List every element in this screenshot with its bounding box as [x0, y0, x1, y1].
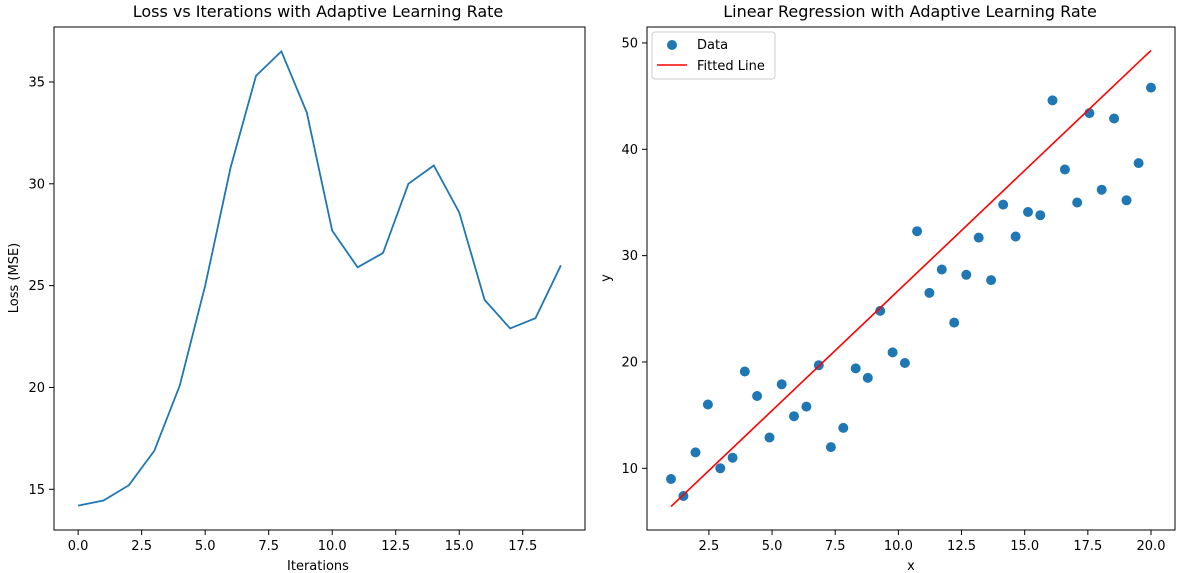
loss-ytick-label: 15	[28, 483, 45, 498]
data-point	[739, 366, 750, 377]
legend-data-label: Data	[697, 38, 728, 53]
data-point	[1059, 164, 1070, 175]
data-point	[1133, 158, 1144, 169]
legend-data-marker	[667, 40, 677, 50]
data-point	[715, 463, 726, 474]
loss-xtick-label: 15.0	[445, 539, 474, 554]
data-point	[862, 372, 873, 383]
data-point	[998, 199, 1009, 210]
data-point	[875, 305, 886, 316]
data-point	[702, 399, 713, 410]
regression-chart: Linear Regression with Adaptive Learning…	[599, 2, 1176, 573]
data-point	[666, 474, 676, 484]
regression-xtick-label: 2.5	[699, 539, 720, 554]
regression-xtick-label: 12.5	[947, 539, 976, 554]
data-point	[936, 264, 947, 275]
loss-chart: Loss vs Iterations with Adaptive Learnin…	[7, 2, 586, 573]
data-point	[801, 401, 812, 412]
loss-xtick-label: 5.0	[195, 539, 216, 554]
data-point	[899, 358, 910, 368]
regression-chart-frame	[646, 26, 1176, 531]
regression-ytick-label: 30	[621, 249, 638, 264]
regression-xtick-label: 5.0	[762, 539, 783, 554]
data-point	[764, 432, 775, 443]
loss-xtick-label: 2.5	[131, 539, 152, 554]
data-point	[789, 411, 799, 422]
data-point	[1121, 195, 1132, 206]
legend-box	[651, 31, 776, 80]
loss-xtick-label: 10.0	[318, 539, 347, 554]
data-point	[825, 442, 836, 453]
data-point	[838, 422, 849, 433]
data-point	[961, 269, 972, 280]
data-point	[1109, 113, 1120, 124]
regression-chart-xlabel: x	[907, 559, 915, 573]
data-point	[973, 232, 984, 243]
data-point	[1096, 184, 1107, 195]
regression-xtick-label: 20.0	[1137, 539, 1166, 554]
data-point	[1146, 82, 1156, 93]
data-point	[850, 363, 861, 374]
loss-xtick-label: 17.5	[508, 539, 537, 554]
data-point	[752, 391, 763, 401]
regression-ytick-label: 20	[621, 355, 638, 370]
loss-chart-ylabel: Loss (MSE)	[7, 243, 22, 313]
data-point	[727, 452, 738, 463]
regression-xtick-label: 10.0	[884, 539, 913, 554]
loss-chart-frame	[53, 26, 586, 531]
fitted-line	[670, 49, 1152, 508]
regression-ytick-label: 50	[621, 36, 638, 51]
data-point	[986, 275, 997, 286]
data-point	[776, 379, 787, 390]
loss-line	[77, 49, 562, 507]
regression-xtick-label: 15.0	[1010, 539, 1039, 554]
data-point	[924, 287, 935, 298]
regression-xtick-label: 7.5	[825, 539, 846, 554]
loss-xtick-label: 7.5	[258, 539, 279, 554]
loss-xtick-label: 0.0	[68, 539, 89, 554]
data-point	[912, 226, 923, 237]
loss-ytick-label: 25	[28, 279, 45, 294]
legend-fitted-line-label: Fitted Line	[697, 59, 765, 74]
loss-ytick-label: 30	[28, 177, 45, 192]
regression-ytick-label: 10	[621, 462, 638, 477]
data-point	[1010, 231, 1021, 242]
data-point	[887, 347, 898, 358]
data-point	[690, 447, 701, 458]
regression-chart-ylabel: y	[599, 274, 614, 282]
loss-chart-title: Loss vs Iterations with Adaptive Learnin…	[133, 2, 504, 21]
loss-chart-xlabel: Iterations	[287, 559, 349, 573]
data-point	[1035, 210, 1046, 221]
data-point	[949, 317, 960, 328]
regression-chart-title: Linear Regression with Adaptive Learning…	[723, 2, 1097, 21]
loss-xtick-label: 12.5	[381, 539, 410, 554]
data-point	[1047, 95, 1058, 106]
loss-ytick-label: 35	[28, 75, 45, 90]
loss-ytick-label: 20	[28, 381, 45, 396]
legend: Data Fitted Line	[651, 31, 776, 80]
data-point	[1023, 207, 1033, 217]
data-point	[1072, 197, 1083, 208]
regression-xtick-label: 17.5	[1073, 539, 1102, 554]
regression-ytick-label: 40	[621, 143, 638, 158]
